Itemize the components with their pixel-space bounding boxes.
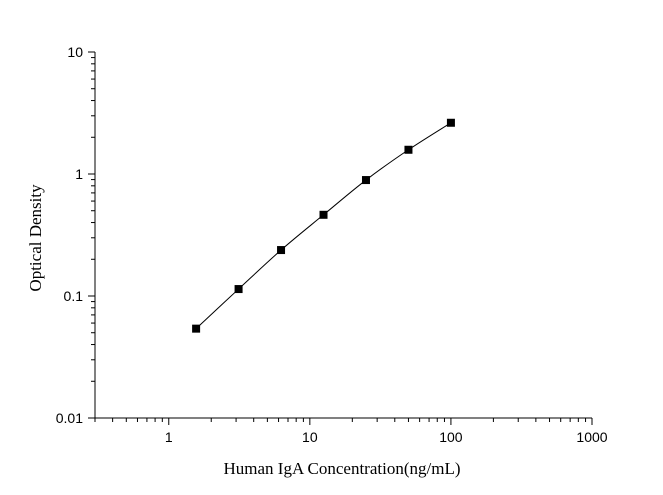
y-tick-label: 0.01 <box>56 410 83 426</box>
data-point <box>319 210 328 219</box>
fit-curve <box>195 122 452 330</box>
x-tick-label: 10 <box>302 429 318 445</box>
data-point <box>404 145 413 154</box>
x-tick-label: 1 <box>165 429 173 445</box>
y-tick-label: 10 <box>67 44 83 60</box>
data-point <box>234 285 243 294</box>
axes: 1 10 100 1000 0.01 0.1 1 10 <box>56 44 608 445</box>
data-points <box>192 118 455 333</box>
x-tick-label: 100 <box>439 429 463 445</box>
y-tick-label: 1 <box>75 166 83 182</box>
data-point <box>446 118 455 127</box>
y-axis-title: Optical Density <box>26 184 45 292</box>
data-point <box>361 176 370 185</box>
x-axis-title: Human IgA Concentration(ng/mL) <box>223 459 460 478</box>
data-point <box>192 324 201 333</box>
data-point <box>277 246 286 255</box>
y-tick-label: 0.1 <box>64 288 84 304</box>
x-tick-label: 1000 <box>576 429 607 445</box>
